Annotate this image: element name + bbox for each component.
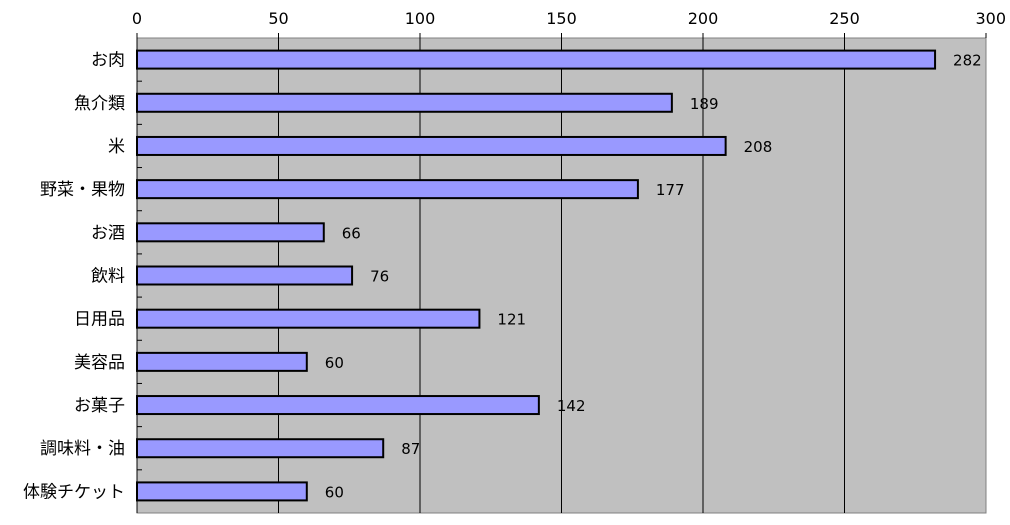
category-label: 野菜・果物 — [40, 180, 125, 200]
data-label: 60 — [325, 483, 344, 501]
data-label: 208 — [744, 138, 773, 156]
bar — [136, 135, 727, 156]
category-label: 調味料・油 — [40, 439, 125, 459]
bar — [136, 92, 673, 113]
bar — [136, 395, 540, 416]
bar — [136, 265, 354, 286]
category-label: 体験チケット — [23, 482, 125, 502]
bar — [136, 222, 325, 243]
bar — [136, 438, 385, 459]
x-tick-label: 150 — [546, 9, 577, 28]
bar — [136, 481, 308, 502]
bar — [136, 308, 481, 329]
gridlines — [136, 33, 987, 513]
category-label: 魚介類 — [74, 94, 125, 114]
category-axis-ticks — [137, 80, 142, 471]
category-label: 美容品 — [74, 353, 125, 373]
category-label: 日用品 — [74, 310, 125, 330]
x-tick-label: 0 — [132, 9, 142, 28]
x-tick-label: 100 — [405, 9, 436, 28]
category-label: お酒 — [91, 223, 125, 243]
value-axis-tick-labels: 0 50 100 150 200 250 300 — [132, 9, 1006, 28]
data-label: 66 — [342, 224, 361, 242]
bar — [136, 351, 308, 372]
data-label: 189 — [690, 95, 719, 113]
data-label: 142 — [557, 397, 586, 415]
bar — [136, 49, 937, 70]
x-tick-label: 200 — [688, 9, 719, 28]
data-label: 60 — [325, 354, 344, 372]
bars — [136, 49, 937, 502]
category-label: お肉 — [91, 51, 125, 71]
data-label: 76 — [370, 268, 389, 286]
data-label: 282 — [953, 52, 982, 70]
category-label: お菓子 — [74, 396, 125, 416]
data-label: 87 — [401, 440, 420, 458]
data-label: 121 — [497, 311, 526, 329]
data-label: 177 — [656, 181, 685, 199]
x-tick-label: 300 — [975, 9, 1006, 28]
data-labels: 282 189 208 177 66 76 121 60 142 87 60 — [325, 52, 982, 502]
category-label: 米 — [108, 137, 125, 157]
category-label: 飲料 — [91, 267, 125, 287]
x-tick-label: 250 — [829, 9, 860, 28]
bar — [136, 179, 639, 200]
x-tick-label: 50 — [268, 9, 288, 28]
